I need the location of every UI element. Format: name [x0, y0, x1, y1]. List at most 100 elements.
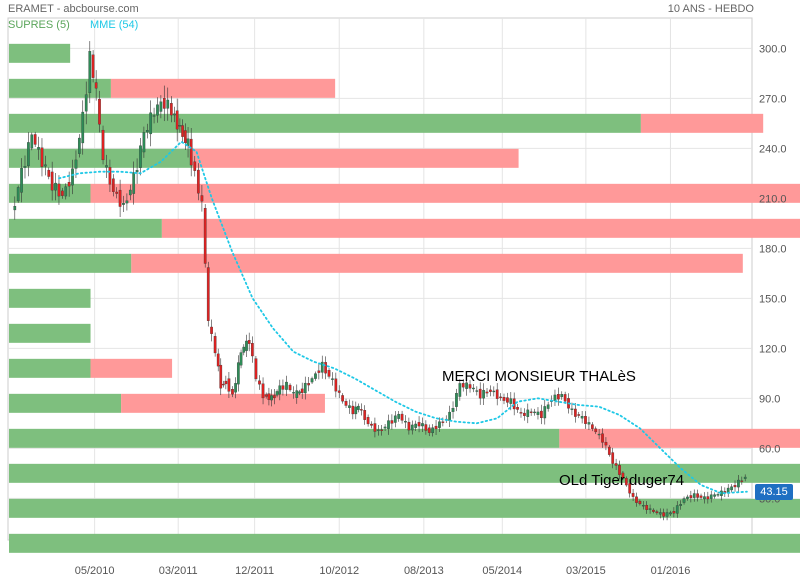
candle-body	[526, 409, 530, 417]
candle-body	[563, 394, 567, 402]
x-tick-label: 05/2014	[482, 565, 522, 577]
candle-body	[737, 479, 740, 488]
candle-body	[327, 370, 331, 377]
candle-body	[434, 425, 438, 430]
x-tick-label: 10/2012	[319, 565, 359, 577]
candle-body	[499, 396, 502, 399]
candle-body	[105, 165, 108, 168]
candle-body	[495, 389, 499, 399]
candle-body	[254, 358, 258, 380]
volume-bar-down	[559, 428, 800, 448]
candle-body	[166, 99, 170, 109]
volume-bar-down	[131, 253, 743, 273]
candle-body	[594, 428, 598, 433]
candle-body	[307, 383, 311, 386]
candle-body	[540, 410, 543, 419]
candle-body	[519, 412, 523, 414]
candle-body	[264, 394, 268, 397]
grid	[7, 17, 753, 541]
chart-title: ERAMET - abcbourse.com	[8, 3, 139, 15]
candle-body	[173, 113, 176, 116]
candle-body	[400, 413, 404, 421]
volume-bar-up	[9, 218, 162, 238]
volume-bar-up	[9, 113, 641, 133]
x-tick-label: 12/2011	[235, 565, 274, 577]
candle-body	[216, 353, 220, 367]
candle-body	[101, 129, 105, 161]
candle-body	[234, 383, 237, 393]
candle-body	[258, 380, 261, 385]
candle-body	[407, 421, 411, 431]
candle-body	[128, 189, 132, 196]
candle-body	[142, 132, 146, 153]
candle-body	[67, 182, 71, 187]
candle-body	[118, 189, 122, 207]
x-tick-label: 08/2013	[404, 565, 444, 577]
candle-body	[84, 94, 88, 112]
candle-body	[672, 511, 676, 514]
candle-body	[618, 465, 621, 475]
candle-body	[675, 505, 679, 514]
candle-body	[337, 390, 341, 393]
candle-body	[641, 504, 645, 507]
candle-body	[696, 493, 699, 498]
candle-body	[580, 416, 584, 419]
candle-body	[472, 387, 475, 390]
candle-body	[196, 169, 200, 194]
candle-body	[278, 385, 282, 395]
candle-body	[292, 392, 295, 394]
volume-bar-down	[192, 148, 519, 168]
candle-body	[13, 206, 17, 211]
candle-body	[295, 390, 299, 398]
candle-body	[560, 394, 564, 398]
candle-body	[458, 383, 462, 397]
candle-body	[181, 125, 184, 137]
candle-body	[334, 378, 338, 392]
candle-body	[628, 483, 632, 494]
candle-body	[94, 82, 98, 89]
volume-bar-up	[9, 498, 800, 518]
candle-body	[193, 161, 197, 171]
candle-body	[186, 138, 190, 146]
candle-body	[250, 343, 254, 357]
candle-body	[709, 494, 713, 499]
candle-body	[536, 411, 540, 415]
ema-line	[58, 140, 748, 495]
candle-body	[275, 391, 279, 396]
candle-body	[665, 512, 669, 517]
candle-body	[344, 401, 348, 406]
candle-body	[451, 408, 455, 412]
candle-body	[132, 172, 136, 194]
candle-body	[159, 101, 163, 112]
candle-body	[404, 421, 407, 423]
candle-body	[178, 125, 182, 127]
candle-body	[27, 142, 30, 167]
candle-body	[604, 441, 608, 446]
candle-body	[465, 382, 468, 389]
candle-body	[200, 195, 204, 202]
candle-body	[71, 168, 74, 186]
candle-body	[601, 433, 604, 443]
candle-body	[33, 134, 37, 145]
candle-body	[183, 130, 187, 143]
candle-body	[689, 495, 693, 499]
volume-bar-up	[9, 428, 560, 448]
candle-body	[461, 383, 465, 388]
y-axis: 30.060.090.0120.0150.0180.0210.0240.0270…	[759, 43, 787, 505]
candle-body	[298, 391, 301, 394]
candle-body	[359, 409, 363, 411]
price-candles	[13, 41, 747, 521]
candle-body	[679, 504, 683, 506]
candle-body	[523, 412, 526, 416]
legend-mme: MME (54)	[90, 19, 139, 31]
candle-body	[624, 478, 628, 486]
candle-body	[516, 407, 519, 410]
candle-body	[502, 397, 506, 401]
candle-body	[621, 472, 625, 479]
candle-body	[703, 496, 706, 500]
candle-body	[115, 191, 119, 194]
candle-body	[597, 433, 601, 436]
candle-body	[376, 429, 380, 431]
candle-body	[108, 167, 112, 185]
candle-body	[139, 145, 142, 168]
